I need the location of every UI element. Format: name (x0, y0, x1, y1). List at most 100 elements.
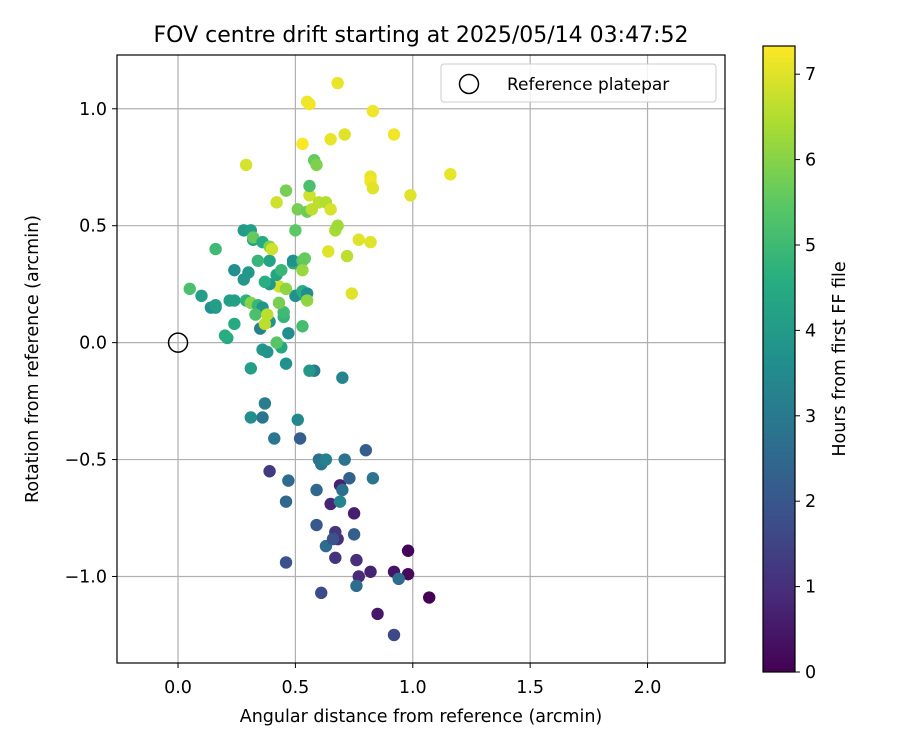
data-point (303, 364, 316, 377)
y-axis-label: Rotation from reference (arcmin) (23, 215, 43, 503)
data-point (296, 263, 309, 277)
data-point (303, 179, 316, 193)
data-point (282, 327, 295, 340)
data-point (263, 254, 276, 267)
data-point (258, 275, 272, 289)
data-point (277, 306, 290, 319)
data-point (303, 189, 316, 202)
reference-platepar-marker (167, 332, 189, 353)
data-point (366, 472, 380, 485)
data-point (319, 453, 333, 466)
data-point (366, 182, 380, 195)
y-tick-label: −1.0 (65, 567, 108, 587)
data-point (291, 413, 304, 426)
data-point (324, 497, 337, 511)
grid-lines (117, 55, 725, 663)
data-point (333, 495, 347, 508)
colorbar-gradient (762, 45, 796, 673)
data-point (256, 411, 269, 424)
data-point (366, 104, 380, 118)
colorbar-ticks: 0 1 2 3 4 5 6 7 (795, 65, 816, 683)
data-point (228, 263, 241, 277)
data-point (343, 472, 356, 485)
data-point (326, 532, 340, 546)
data-point (404, 189, 417, 202)
legend-entry-label: Reference platepar (507, 75, 669, 95)
data-point (347, 507, 361, 520)
data-points (183, 76, 457, 642)
data-point (237, 273, 250, 286)
data-point (270, 196, 283, 209)
data-point (359, 444, 373, 457)
legend-marker-icon (458, 73, 480, 95)
data-point (228, 294, 241, 307)
data-point (345, 287, 358, 300)
data-point (350, 579, 363, 593)
data-point (258, 397, 272, 410)
data-point (195, 289, 208, 303)
data-point (315, 586, 328, 600)
y-tick-label: −0.5 (65, 451, 108, 471)
data-point (209, 242, 222, 256)
x-axis-ticks: 0.0 0.5 1.0 1.5 2.0 (164, 663, 661, 698)
colorbar-tick-label: 3 (805, 407, 816, 427)
plot-frame (116, 54, 726, 664)
data-point (336, 371, 349, 384)
data-point (371, 607, 384, 621)
data-point (268, 432, 281, 445)
chart-title: FOV centre drift starting at 2025/05/14 … (154, 23, 689, 48)
data-point (324, 132, 337, 146)
data-point (401, 567, 415, 581)
data-point (209, 299, 222, 312)
colorbar: 0 1 2 3 4 5 6 7 Hours from first FF file (762, 45, 850, 683)
data-point (270, 336, 283, 349)
y-tick-label: 1.0 (79, 100, 107, 120)
data-point (352, 570, 365, 583)
data-point (364, 235, 377, 249)
data-point (279, 495, 293, 508)
x-tick-label: 2.0 (634, 678, 662, 698)
data-point (296, 137, 309, 151)
x-tick-label: 0.5 (281, 678, 309, 698)
data-point (392, 572, 405, 586)
data-point (331, 219, 344, 232)
data-point (279, 282, 293, 296)
data-point (322, 245, 335, 258)
data-point (244, 411, 258, 424)
legend-box (440, 63, 717, 103)
data-point (272, 296, 286, 310)
data-point (310, 158, 323, 172)
data-point (291, 203, 304, 216)
colorbar-label: Hours from first FF file (830, 261, 850, 456)
data-point (183, 282, 196, 296)
data-point (275, 263, 288, 277)
data-point (239, 158, 253, 172)
data-point (251, 254, 265, 267)
data-point (296, 320, 309, 333)
data-point (282, 474, 295, 487)
data-point (387, 128, 401, 141)
data-point (387, 628, 401, 642)
data-point (286, 254, 300, 267)
y-tick-label: 0.0 (79, 334, 107, 354)
data-point (401, 544, 415, 557)
data-point (444, 168, 457, 181)
data-point (310, 483, 323, 497)
colorbar-tick-label: 1 (805, 578, 816, 598)
data-point (338, 128, 351, 141)
data-point (293, 432, 307, 445)
data-point (246, 231, 260, 244)
colorbar-tick-label: 2 (805, 492, 816, 512)
colorbar-tick-label: 5 (805, 236, 816, 256)
data-point (336, 483, 349, 497)
data-point (228, 317, 241, 331)
colorbar-tick-label: 7 (805, 65, 816, 85)
y-axis-ticks: −1.0 −0.5 0.0 0.5 1.0 (65, 100, 117, 587)
y-tick-label: 0.5 (79, 217, 107, 237)
x-axis-label: Angular distance from reference (arcmin) (240, 707, 603, 727)
data-point (298, 252, 311, 265)
data-point (303, 97, 316, 111)
colorbar-tick-label: 6 (805, 151, 816, 171)
data-point (331, 76, 344, 90)
